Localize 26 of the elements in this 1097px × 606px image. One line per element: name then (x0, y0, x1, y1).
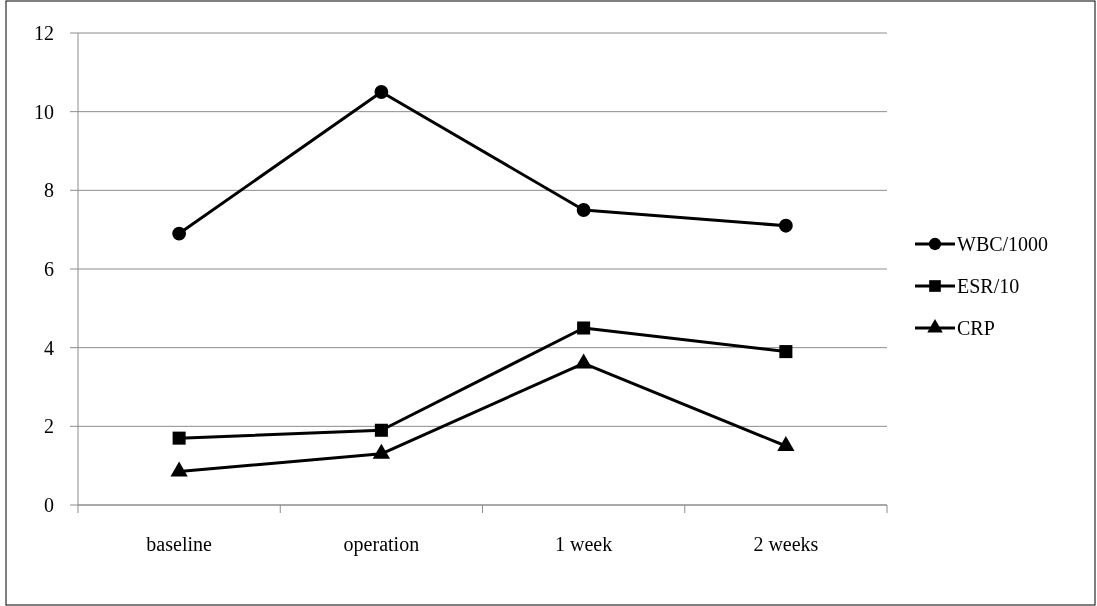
x-tick-label: 2 weeks (753, 533, 819, 555)
x-tick-label: operation (343, 533, 420, 556)
y-tick-label: 0 (44, 494, 54, 516)
y-tick-label: 6 (44, 258, 54, 280)
point (577, 321, 591, 335)
y-tick-label: 10 (34, 100, 54, 123)
legend-label: ESR/10 (957, 275, 1020, 297)
y-tick-label: 2 (44, 415, 54, 438)
point (576, 203, 591, 217)
x-tick-label: baseline (146, 533, 213, 555)
point (172, 431, 186, 445)
point (374, 85, 389, 99)
point (574, 353, 593, 369)
point (372, 443, 391, 459)
y-tick-label: 4 (44, 336, 54, 359)
legend-label: WBC/1000 (957, 233, 1049, 255)
y-tick-label: 8 (44, 179, 54, 202)
point (777, 436, 795, 451)
y-tick-label: 12 (34, 22, 54, 44)
point (172, 226, 187, 241)
point (779, 345, 793, 359)
point (170, 461, 188, 477)
point (374, 423, 388, 437)
point (778, 218, 793, 233)
x-tick-label: 1 week (555, 533, 613, 555)
legend-label: CRP (957, 317, 995, 339)
